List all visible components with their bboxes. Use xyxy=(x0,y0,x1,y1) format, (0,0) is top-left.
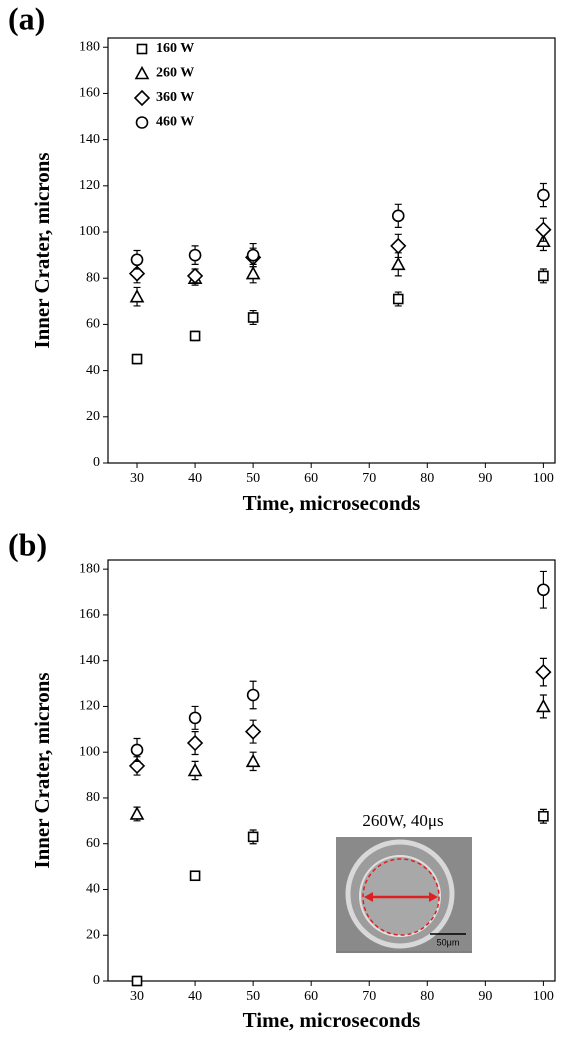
y-tick-label: 160 xyxy=(79,86,100,101)
arrow-heads xyxy=(364,892,438,902)
x-tick-label: 30 xyxy=(130,989,144,1004)
y-tick-label: 60 xyxy=(86,317,100,332)
marker-triangle xyxy=(245,753,261,768)
x-tick-label: 60 xyxy=(304,471,318,486)
marker-square xyxy=(189,870,201,882)
marker-triangle xyxy=(390,256,406,271)
y-tick-label: 120 xyxy=(79,699,100,714)
x-tick-label: 30 xyxy=(130,471,144,486)
y-tick-label: 140 xyxy=(79,653,100,668)
marker-circle xyxy=(130,253,144,267)
y-tick-label: 120 xyxy=(79,178,100,193)
x-tick-label: 50 xyxy=(246,471,260,486)
marker-diamond xyxy=(244,723,262,740)
marker-square xyxy=(189,330,201,342)
marker-square xyxy=(136,43,148,55)
marker-diamond xyxy=(535,663,552,681)
y-tick-label: 180 xyxy=(79,39,100,54)
x-tick-label: 60 xyxy=(304,989,318,1004)
y-tick-label: 160 xyxy=(79,607,100,622)
x-tick-label: 70 xyxy=(362,989,376,1004)
marker-circle xyxy=(537,583,550,597)
x-axis-title: Time, microseconds xyxy=(243,491,421,515)
y-tick-label: 100 xyxy=(79,224,100,239)
y-tick-label: 180 xyxy=(79,561,100,576)
marker-square xyxy=(131,975,143,987)
marker-circle xyxy=(391,209,405,223)
marker-diamond xyxy=(128,757,146,775)
legend-label: 460 W xyxy=(156,115,194,130)
marker-square xyxy=(538,270,549,282)
marker-circle xyxy=(188,711,202,725)
y-axis-title: Inner Crater, microns xyxy=(30,152,54,348)
x-tick-label: 40 xyxy=(188,989,202,1004)
marker-diamond xyxy=(133,89,151,107)
marker-triangle xyxy=(536,698,551,713)
marker-circle xyxy=(246,688,260,702)
inset-title: 260W, 40μs xyxy=(362,811,443,830)
y-tick-label: 140 xyxy=(79,132,100,147)
marker-square xyxy=(247,312,259,323)
panel-label: (a) xyxy=(8,0,45,36)
crater-outline xyxy=(362,858,440,936)
marker-circle xyxy=(135,116,149,129)
plot-frame xyxy=(107,37,556,464)
x-tick-label: 40 xyxy=(188,471,202,486)
marker-square xyxy=(131,353,143,365)
y-axis-title: Inner Crater, microns xyxy=(30,672,54,868)
panel-label: (b) xyxy=(8,526,47,562)
marker-triangle xyxy=(134,65,150,80)
marker-diamond xyxy=(186,734,204,752)
marker-square xyxy=(392,293,404,305)
x-axis-title: Time, microseconds xyxy=(243,1008,421,1032)
marker-circle xyxy=(188,248,202,262)
x-tick-label: 70 xyxy=(362,471,376,486)
y-tick-label: 80 xyxy=(86,270,100,285)
marker-triangle xyxy=(129,289,145,303)
marker-circle xyxy=(537,188,550,202)
legend-label: 360 W xyxy=(156,90,194,105)
marker-triangle xyxy=(129,806,145,820)
marker-diamond xyxy=(128,265,146,282)
inset: 260W, 40μs 50μm xyxy=(336,811,472,953)
marker-square xyxy=(538,810,549,822)
marker-triangle xyxy=(245,265,261,280)
x-tick-label: 90 xyxy=(478,989,492,1004)
x-tick-label: 100 xyxy=(533,471,554,486)
y-tick-label: 40 xyxy=(86,882,100,897)
y-tick-label: 20 xyxy=(86,409,100,424)
x-tick-label: 80 xyxy=(420,989,434,1004)
y-tick-label: 20 xyxy=(86,927,100,942)
x-tick-label: 100 xyxy=(533,989,554,1004)
marker-triangle xyxy=(187,762,203,777)
x-tick-label: 90 xyxy=(478,471,492,486)
y-tick-label: 0 xyxy=(93,455,100,470)
scale-label: 50μm xyxy=(437,937,460,947)
marker-circle xyxy=(246,248,260,262)
y-tick-label: 0 xyxy=(93,973,100,988)
x-tick-label: 50 xyxy=(246,989,260,1004)
marker-circle xyxy=(130,743,144,757)
plot-frame xyxy=(107,559,556,982)
marker-square xyxy=(247,831,259,843)
y-tick-label: 60 xyxy=(86,836,100,851)
y-tick-label: 80 xyxy=(86,790,100,805)
y-tick-label: 100 xyxy=(79,744,100,759)
legend-label: 160 W xyxy=(156,41,194,56)
y-tick-label: 40 xyxy=(86,363,100,378)
x-tick-label: 80 xyxy=(420,471,434,486)
marker-diamond xyxy=(186,267,204,285)
marker-diamond xyxy=(535,221,552,238)
legend-label: 260 W xyxy=(156,66,194,81)
marker-diamond xyxy=(390,237,407,255)
